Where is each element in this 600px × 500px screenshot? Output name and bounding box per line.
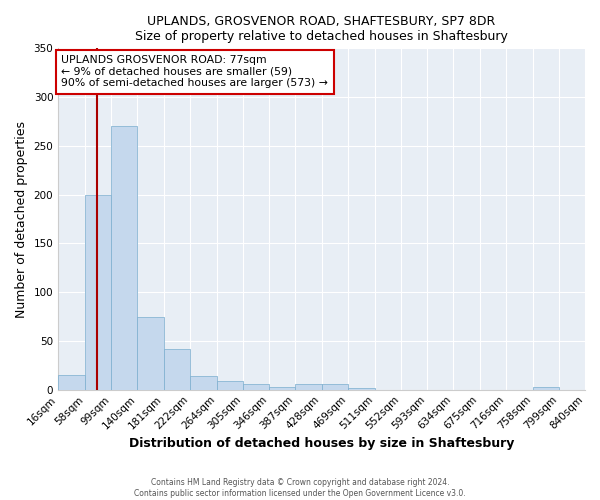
Bar (533, 387, 559, 390)
Bar (322, 384, 348, 390)
Bar (164, 349, 190, 390)
Bar (58, 375, 85, 390)
Bar (85, 194, 111, 390)
Text: Contains HM Land Registry data © Crown copyright and database right 2024.
Contai: Contains HM Land Registry data © Crown c… (134, 478, 466, 498)
Text: UPLANDS GROSVENOR ROAD: 77sqm
← 9% of detached houses are smaller (59)
90% of se: UPLANDS GROSVENOR ROAD: 77sqm ← 9% of de… (61, 55, 328, 88)
Bar (348, 388, 374, 390)
Y-axis label: Number of detached properties: Number of detached properties (15, 120, 28, 318)
Bar (137, 316, 164, 390)
Bar (295, 384, 322, 390)
Bar (269, 387, 295, 390)
Bar (111, 126, 137, 390)
Title: UPLANDS, GROSVENOR ROAD, SHAFTESBURY, SP7 8DR
Size of property relative to detac: UPLANDS, GROSVENOR ROAD, SHAFTESBURY, SP… (135, 15, 508, 43)
Bar (190, 376, 217, 390)
Bar (585, 388, 600, 390)
Bar (243, 384, 269, 390)
Bar (217, 381, 243, 390)
X-axis label: Distribution of detached houses by size in Shaftesbury: Distribution of detached houses by size … (129, 437, 514, 450)
